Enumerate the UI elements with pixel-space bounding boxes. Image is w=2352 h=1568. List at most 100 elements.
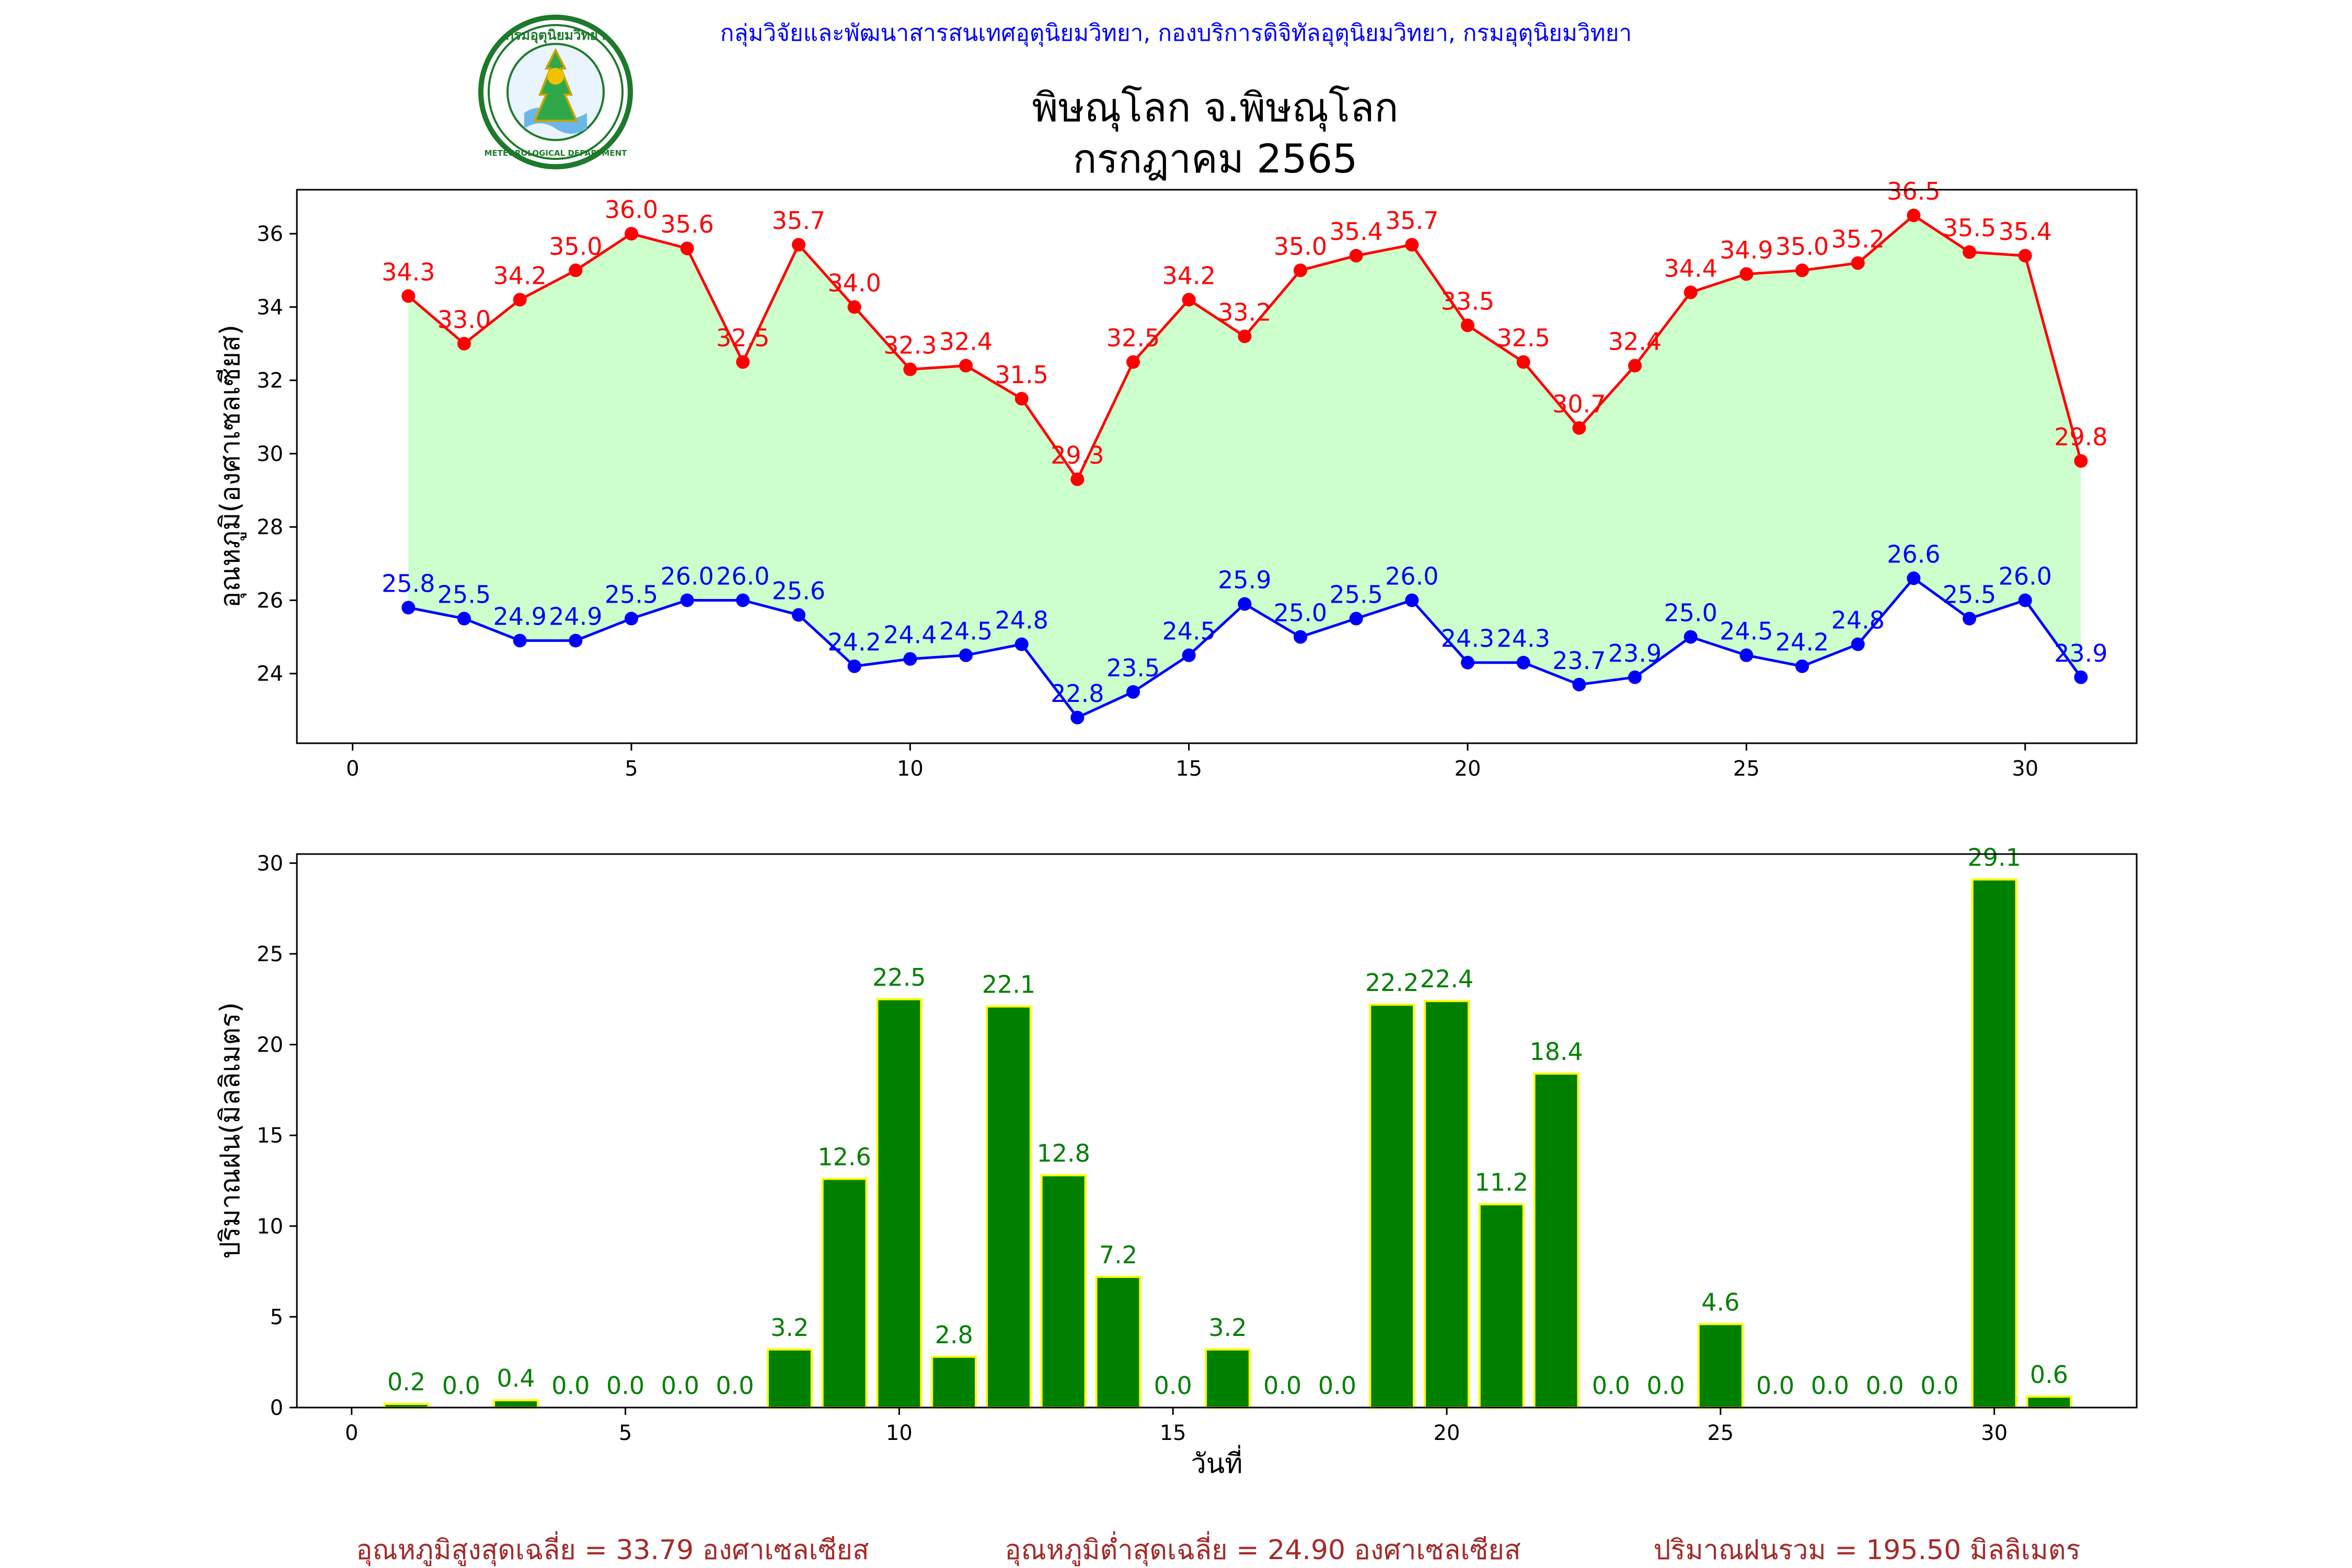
min-temperature-point bbox=[1739, 648, 1754, 662]
rainfall-value-label: 7.2 bbox=[1099, 1241, 1137, 1269]
max-temperature-label: 35.7 bbox=[772, 206, 825, 235]
min-temperature-label: 25.5 bbox=[1943, 581, 1996, 609]
max-temperature-label: 35.4 bbox=[1998, 217, 2051, 246]
min-temperature-point bbox=[1628, 670, 1642, 684]
min-temperature-point bbox=[457, 612, 471, 626]
rainfall-value-label: 3.2 bbox=[1208, 1313, 1247, 1342]
min-temperature-point bbox=[847, 659, 861, 673]
max-temperature-point bbox=[1516, 355, 1530, 369]
temperature-x-tick-label: 20 bbox=[1455, 757, 1481, 781]
organization-text: กลุ่มวิจัยและพัฒนาสารสนเทศอุตุนิยมวิทยา,… bbox=[720, 20, 1632, 47]
temperature-x-tick-label: 15 bbox=[1175, 757, 1202, 781]
min-temperature-point bbox=[1014, 637, 1029, 651]
temperature-x-tick-label: 30 bbox=[2012, 757, 2038, 781]
rainfall-value-label: 0.0 bbox=[551, 1371, 590, 1400]
min-temperature-label: 25.9 bbox=[1218, 566, 1271, 594]
rainfall-x-axis-label: วันที่ bbox=[1191, 1445, 1242, 1480]
rainfall-bar bbox=[493, 1399, 539, 1409]
rainfall-value-label: 0.0 bbox=[1592, 1371, 1630, 1400]
rainfall-x-tick-label: 0 bbox=[345, 1421, 358, 1445]
max-temperature-point bbox=[1238, 329, 1252, 343]
max-temperature-label: 34.2 bbox=[1162, 261, 1215, 290]
min-temperature-label: 24.5 bbox=[1720, 617, 1773, 645]
min-temperature-label: 25.5 bbox=[605, 581, 658, 609]
min-temperature-point bbox=[959, 648, 973, 662]
max-temperature-label: 35.0 bbox=[1775, 232, 1829, 260]
min-temperature-point bbox=[401, 601, 416, 615]
temperature-plot-frame bbox=[296, 189, 2138, 744]
temperature-y-tick-label: 26 bbox=[257, 589, 283, 613]
min-temperature-label: 25.6 bbox=[772, 577, 825, 605]
max-temperature-point bbox=[1572, 421, 1586, 435]
max-temperature-label: 32.5 bbox=[1106, 324, 1160, 352]
rainfall-bar bbox=[1369, 1004, 1415, 1409]
temperature-y-tick-label: 36 bbox=[257, 222, 283, 246]
min-temperature-point bbox=[1572, 677, 1586, 691]
min-temperature-label: 24.5 bbox=[1162, 617, 1215, 645]
rainfall-value-label: 22.4 bbox=[1420, 965, 1473, 993]
rainfall-bar bbox=[766, 1348, 813, 1409]
max-temperature-point bbox=[959, 359, 973, 373]
min-temperature-label: 24.8 bbox=[995, 606, 1048, 635]
max-temperature-label: 30.7 bbox=[1552, 390, 1606, 418]
rainfall-value-label: 12.6 bbox=[817, 1143, 871, 1171]
min-temperature-label: 26.6 bbox=[1887, 540, 1940, 568]
rainfall-value-label: 0.2 bbox=[387, 1368, 425, 1396]
max-temperature-label: 31.5 bbox=[995, 361, 1048, 389]
rainfall-x-tick-label: 5 bbox=[619, 1421, 632, 1445]
temperature-y-tick-label: 28 bbox=[257, 515, 283, 539]
min-temperature-point bbox=[1405, 593, 1419, 607]
rainfall-bar bbox=[1205, 1348, 1251, 1409]
rainfall-value-label: 0.0 bbox=[1756, 1371, 1794, 1400]
rainfall-plot: 0.2 0.0 0.4 0.0 0.0 0.0 0.0 3.2 12.6 22.5 2.8 22.1 1… bbox=[215, 844, 2138, 1480]
min-temperature-label: 26.0 bbox=[660, 562, 713, 590]
max-temperature-point bbox=[513, 293, 527, 307]
max-temperature-label: 36.0 bbox=[605, 195, 658, 224]
rainfall-y-tick-label: 25 bbox=[257, 942, 283, 966]
min-temperature-point bbox=[736, 593, 750, 607]
min-temperature-point bbox=[2074, 670, 2088, 684]
rainfall-value-label: 0.0 bbox=[1318, 1371, 1356, 1400]
rainfall-value-label: 11.2 bbox=[1475, 1168, 1528, 1196]
rainfall-bar bbox=[2026, 1396, 2072, 1409]
min-temperature-label: 23.9 bbox=[1608, 639, 1662, 667]
min-temperature-label: 23.5 bbox=[1106, 654, 1160, 682]
min-temperature-point bbox=[680, 593, 694, 607]
rainfall-x-tick-label: 15 bbox=[1160, 1421, 1186, 1445]
min-temperature-point bbox=[1907, 571, 1921, 585]
min-temperature-label: 26.0 bbox=[1385, 562, 1438, 590]
max-temperature-point bbox=[625, 227, 638, 241]
min-temperature-label: 24.8 bbox=[1831, 606, 1884, 635]
min-temperature-point bbox=[1238, 597, 1252, 611]
max-temperature-label: 35.0 bbox=[549, 232, 602, 260]
rainfall-y-tick-label: 30 bbox=[257, 851, 283, 875]
temperature-x-tick-label: 0 bbox=[346, 757, 359, 781]
min-temperature-label: 22.8 bbox=[1051, 679, 1104, 708]
max-temperature-point bbox=[1795, 263, 1809, 278]
min-temperature-point bbox=[1516, 655, 1530, 670]
rainfall-value-label: 0.0 bbox=[716, 1371, 754, 1400]
rainfall-bar bbox=[876, 998, 923, 1409]
max-temperature-point bbox=[736, 355, 750, 369]
rainfall-bar bbox=[986, 1005, 1032, 1409]
max-temperature-label: 34.4 bbox=[1664, 254, 1717, 282]
max-temperature-label: 32.3 bbox=[883, 331, 937, 360]
rainfall-value-label: 22.2 bbox=[1365, 969, 1419, 997]
rainfall-value-label: 0.0 bbox=[606, 1371, 644, 1400]
max-temperature-label: 34.0 bbox=[827, 269, 881, 297]
temperature-x-tick-label: 25 bbox=[1733, 757, 1760, 781]
rainfall-value-label: 0.0 bbox=[1154, 1371, 1192, 1400]
max-temperature-point bbox=[1349, 249, 1363, 263]
rainfall-y-tick-label: 20 bbox=[257, 1033, 283, 1057]
max-temperature-point bbox=[1963, 245, 1976, 259]
temperature-x-tick-label: 5 bbox=[625, 757, 638, 781]
rainfall-bar bbox=[931, 1355, 977, 1409]
max-temperature-label: 33.5 bbox=[1441, 287, 1494, 315]
min-temperature-point bbox=[1684, 630, 1698, 644]
min-temperature-point bbox=[1070, 710, 1085, 724]
rainfall-y-tick-label: 0 bbox=[270, 1396, 283, 1420]
min-temperature-label: 24.2 bbox=[1775, 628, 1829, 656]
max-temperature-label: 34.3 bbox=[382, 258, 435, 286]
rainfall-x-tick-label: 30 bbox=[1981, 1421, 2008, 1445]
min-temperature-point bbox=[513, 633, 527, 648]
